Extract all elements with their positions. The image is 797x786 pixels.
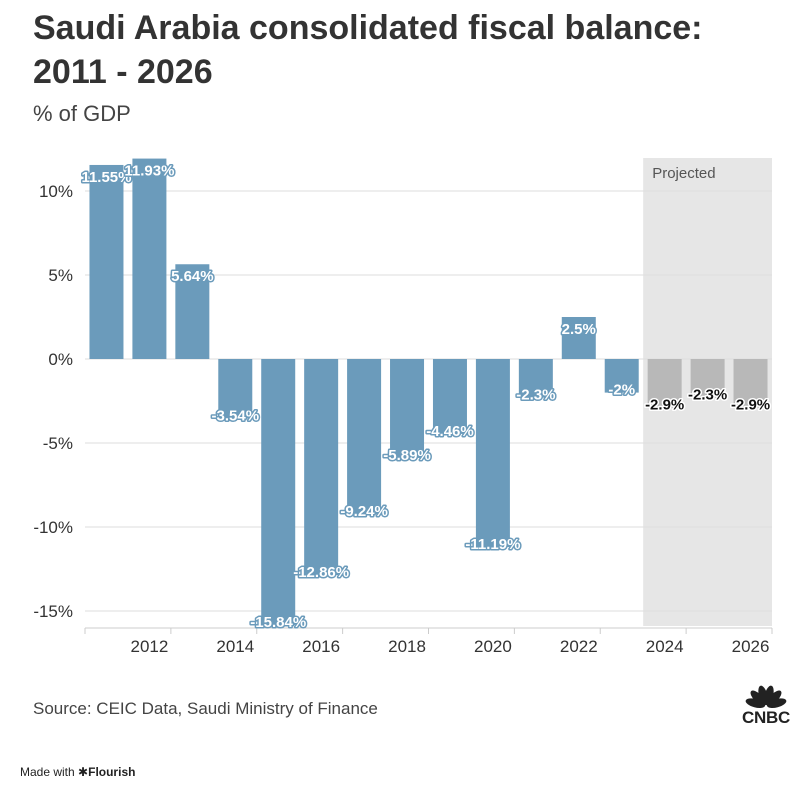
bar-2023 xyxy=(604,359,639,393)
y-tick-label: 10% xyxy=(39,182,73,201)
y-tick-label: -15% xyxy=(33,602,73,621)
value-label-2022: 2.5% xyxy=(562,321,596,338)
bar-2021 xyxy=(518,359,553,398)
value-label-2018: -5.89% xyxy=(383,447,431,464)
bar-2012 xyxy=(132,158,167,359)
value-label-2020: -11.19% xyxy=(465,536,520,553)
x-tick-label: 2022 xyxy=(560,637,598,656)
x-tick-label: 2016 xyxy=(302,637,340,656)
value-label-2019: -4.46% xyxy=(426,423,474,440)
x-tick-label: 2018 xyxy=(388,637,426,656)
source-note: Source: CEIC Data, Saudi Ministry of Fin… xyxy=(33,699,378,718)
bar-2018 xyxy=(390,359,425,458)
bar-2015 xyxy=(261,359,296,626)
bar-2020 xyxy=(475,359,510,547)
bar-2024 xyxy=(647,359,682,408)
cnbc-peacock-logo xyxy=(745,685,787,708)
value-label-2012: 11.93% xyxy=(124,163,174,180)
x-tick-label: 2012 xyxy=(130,637,168,656)
value-label-2025: -2.3% xyxy=(688,387,727,404)
bar-2014 xyxy=(218,359,253,419)
bar-2013 xyxy=(175,264,210,359)
value-label-2021: -2.3% xyxy=(516,387,555,404)
value-label-2013: 5.64% xyxy=(171,268,214,285)
bar-2026 xyxy=(733,359,768,408)
bar-2025 xyxy=(690,359,725,398)
made-with-flourish[interactable]: Made with ✱Flourish xyxy=(20,765,135,779)
bar-2017 xyxy=(347,359,382,515)
x-tick-label: 2026 xyxy=(732,637,770,656)
value-label-2015: -15.84% xyxy=(250,614,306,631)
bar-2011 xyxy=(89,164,124,359)
value-label-2023: -2% xyxy=(608,382,635,399)
bar-2016 xyxy=(304,359,339,576)
y-tick-label: -5% xyxy=(43,434,73,453)
y-tick-label: 5% xyxy=(48,266,73,285)
y-tick-label: 0% xyxy=(48,350,73,369)
flourish-star-icon: ✱ xyxy=(78,765,89,779)
flourish-brand: Flourish xyxy=(88,765,136,779)
peacock-feather xyxy=(766,698,787,708)
value-label-2017: -9.24% xyxy=(340,503,388,520)
bar-2022 xyxy=(561,317,596,359)
value-label-2026: -2.9% xyxy=(731,397,770,414)
value-label-2024: -2.9% xyxy=(645,397,684,414)
x-tick-label: 2014 xyxy=(216,637,254,656)
value-label-2014: -3.54% xyxy=(212,407,260,424)
bar-chart: Projected -15% -10% -5% 0% 5% 10% 2012 2014 2016… xyxy=(33,158,773,656)
made-with-prefix: Made with xyxy=(20,765,75,779)
projected-annotation: Projected xyxy=(652,165,715,182)
y-tick-label: -10% xyxy=(33,518,73,537)
value-label-2011: 11.55% xyxy=(81,169,131,186)
chart-title: Saudi Arabia consolidated fiscal balance… xyxy=(33,9,703,91)
cnbc-logo-text: CNBC xyxy=(742,708,790,727)
x-tick-label: 2020 xyxy=(474,637,512,656)
chart-subtitle: % of GDP xyxy=(33,101,131,126)
value-label-2016: -12.86% xyxy=(293,564,349,581)
x-tick-label: 2024 xyxy=(646,637,684,656)
bar-2019 xyxy=(432,359,467,434)
